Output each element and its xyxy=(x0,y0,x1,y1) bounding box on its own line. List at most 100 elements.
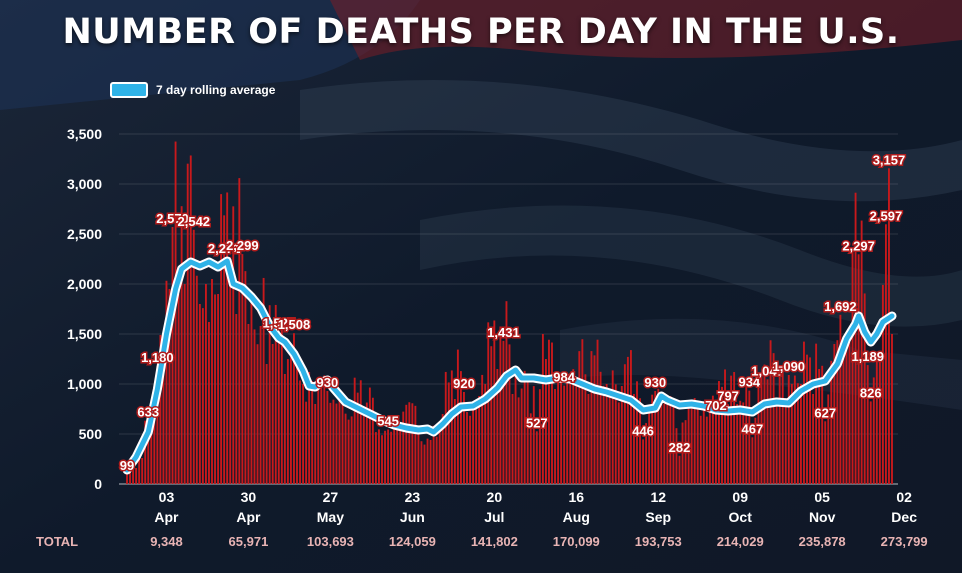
data-label: 702 xyxy=(705,398,727,413)
data-label: 2,271 xyxy=(208,241,241,256)
daily-bar xyxy=(384,430,386,484)
x-tick-month: Sep xyxy=(645,509,671,525)
daily-bar xyxy=(211,279,213,484)
rolling-average-series xyxy=(124,258,895,473)
daily-bar xyxy=(626,356,629,484)
daily-bar xyxy=(238,178,241,485)
y-tick-label: 3,000 xyxy=(67,176,102,192)
daily-bar xyxy=(796,383,799,484)
daily-bar xyxy=(456,349,459,484)
flag-stars-field xyxy=(0,0,420,110)
daily-bar xyxy=(244,271,247,484)
daily-bar xyxy=(851,248,854,484)
daily-bar xyxy=(371,397,374,484)
daily-bar xyxy=(830,360,833,484)
data-label: 99 xyxy=(120,458,134,473)
daily-bar xyxy=(790,383,793,484)
daily-bar xyxy=(192,229,195,484)
daily-bar xyxy=(520,388,523,484)
daily-bar xyxy=(302,384,305,484)
daily-bar xyxy=(809,357,811,484)
daily-bar xyxy=(751,437,754,484)
daily-bar xyxy=(469,415,471,484)
data-label: 527 xyxy=(526,415,548,430)
daily-bar xyxy=(878,354,881,484)
x-tick-day: 05 xyxy=(814,489,830,505)
data-label: 633 xyxy=(137,405,159,420)
daily-bar xyxy=(390,431,393,484)
daily-bar xyxy=(147,420,150,484)
daily-bar xyxy=(548,339,550,484)
daily-bar xyxy=(739,400,742,484)
daily-bar xyxy=(165,280,168,484)
daily-bar xyxy=(314,404,317,484)
daily-bar xyxy=(365,402,368,484)
daily-bar xyxy=(563,385,566,484)
daily-bar xyxy=(532,386,535,484)
daily-bar xyxy=(833,344,836,484)
daily-bar xyxy=(126,474,128,484)
daily-bar xyxy=(378,429,380,484)
daily-bar xyxy=(836,340,839,484)
daily-bar xyxy=(754,417,757,484)
x-tick-day: 30 xyxy=(241,489,257,505)
y-tick-label: 3,500 xyxy=(67,126,102,142)
daily-bar xyxy=(590,351,593,484)
daily-bar xyxy=(320,379,323,484)
daily-bar xyxy=(684,420,687,484)
daily-bar xyxy=(718,381,720,484)
daily-bar xyxy=(350,416,353,484)
daily-bar xyxy=(511,394,514,484)
daily-bar xyxy=(478,396,481,484)
daily-bar xyxy=(821,365,824,484)
daily-bar xyxy=(453,399,456,484)
daily-bar xyxy=(132,467,135,484)
daily-bar xyxy=(745,382,748,484)
daily-bar xyxy=(645,423,648,484)
data-label: 934 xyxy=(738,375,760,390)
daily-bar xyxy=(493,320,496,484)
daily-bar xyxy=(827,394,830,484)
daily-bar xyxy=(226,192,229,484)
daily-bar xyxy=(217,294,220,484)
daily-bar xyxy=(265,364,268,484)
daily-bar xyxy=(435,436,438,484)
data-label: 1,180 xyxy=(141,350,174,365)
daily-bar xyxy=(766,379,769,484)
daily-bar xyxy=(569,373,572,484)
daily-bar xyxy=(317,385,320,484)
daily-bar xyxy=(535,431,538,484)
daily-bar xyxy=(696,406,699,484)
daily-bar xyxy=(857,254,860,484)
daily-bar xyxy=(229,257,232,484)
total-value: 235,878 xyxy=(799,534,846,549)
daily-bar xyxy=(341,401,344,484)
data-label: 627 xyxy=(814,405,836,420)
daily-bar xyxy=(611,370,614,484)
daily-bar xyxy=(347,419,350,484)
daily-bar xyxy=(235,314,238,484)
chart-title: NUMBER OF DEATHS PER DAY IN THE U.S. xyxy=(62,12,900,52)
daily-bar xyxy=(721,386,723,484)
daily-bar xyxy=(459,371,462,484)
daily-bar xyxy=(280,323,283,484)
daily-bar xyxy=(508,344,511,484)
data-label: 446 xyxy=(632,423,654,438)
daily-bar xyxy=(180,206,183,485)
daily-bar xyxy=(186,163,189,485)
daily-bar xyxy=(654,391,657,484)
daily-bar xyxy=(311,381,314,484)
daily-bar xyxy=(660,394,663,484)
daily-bar xyxy=(584,374,587,484)
daily-bar xyxy=(842,339,845,484)
data-label: 2,299 xyxy=(226,238,259,253)
daily-bar xyxy=(730,375,733,484)
y-tick-label: 2,500 xyxy=(67,226,102,242)
data-label: 2,597 xyxy=(870,208,903,223)
daily-bar xyxy=(733,372,736,484)
daily-bar xyxy=(223,215,226,484)
daily-bar xyxy=(693,398,696,484)
daily-bar xyxy=(760,374,763,484)
y-tick-label: 500 xyxy=(79,426,103,442)
daily-bar xyxy=(195,275,198,484)
